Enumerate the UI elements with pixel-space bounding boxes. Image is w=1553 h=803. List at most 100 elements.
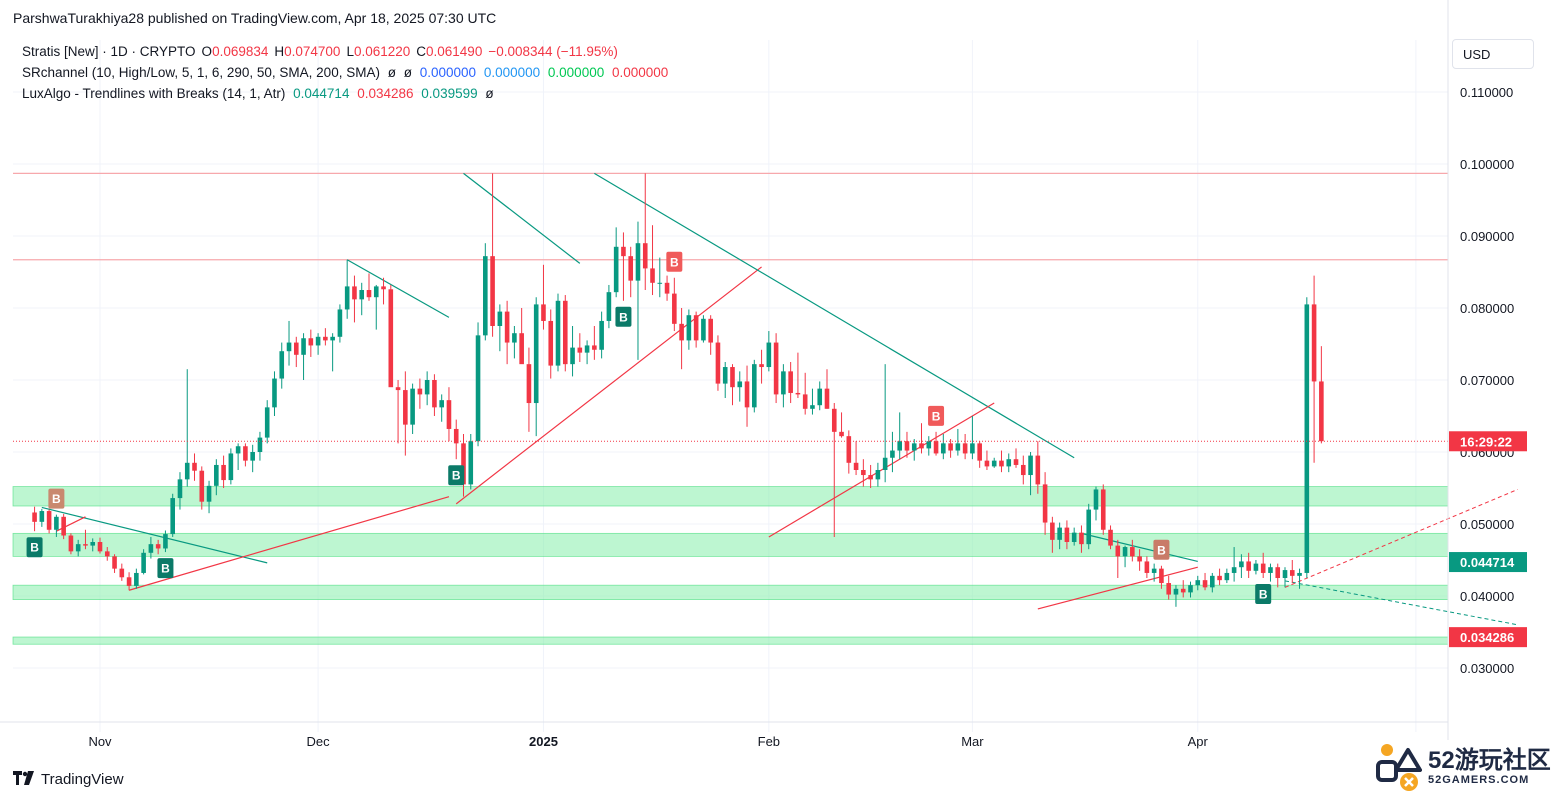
tradingview-logo[interactable]: TradingView	[13, 771, 124, 788]
price-tick-label: 0.030000	[1460, 661, 1514, 676]
candle	[490, 173, 495, 337]
candle-body	[1268, 567, 1273, 573]
candle-body	[1115, 545, 1121, 557]
candle	[155, 539, 161, 555]
break-marker: B	[928, 405, 945, 426]
candle-body	[773, 342, 779, 395]
candle-body	[897, 441, 902, 451]
candle	[1079, 525, 1084, 553]
candle-body	[744, 381, 750, 408]
break-marker: B	[48, 488, 65, 509]
srchannel-value-2: 0.000000	[483, 65, 541, 80]
candle	[853, 441, 859, 476]
symbol-title[interactable]: Stratis [New] · 1D · CRYPTO	[22, 44, 196, 59]
luxalgo-legend: LuxAlgo - Trendlines with Breaks (14, 1,…	[22, 86, 498, 101]
candle-body	[1319, 381, 1324, 442]
candle	[330, 333, 335, 372]
srchannel-name[interactable]: SRchannel (10, High/Low, 5, 1, 6, 290, 5…	[22, 65, 380, 80]
srchannel-hidden-icon[interactable]: ø	[387, 65, 396, 80]
candle	[802, 372, 808, 415]
last-price-tag: 16:29:22	[1449, 431, 1527, 452]
time-tick-label: Apr	[1188, 734, 1209, 749]
currency-button[interactable]: USD	[1452, 39, 1534, 69]
candle-body	[1050, 522, 1055, 540]
candle	[221, 455, 226, 488]
candle-body	[54, 516, 59, 530]
candle-body	[293, 342, 299, 355]
low-label: L	[346, 44, 354, 59]
candle	[1253, 560, 1259, 575]
candle	[991, 457, 997, 468]
luxalgo-name[interactable]: LuxAlgo - Trendlines with Breaks (14, 1,…	[22, 86, 286, 101]
candle	[730, 364, 735, 406]
candle	[468, 434, 474, 490]
candle	[243, 443, 248, 467]
candle-body	[97, 542, 103, 552]
candle	[686, 309, 692, 350]
candle	[75, 539, 81, 557]
candle-body	[810, 405, 815, 409]
time-axis[interactable]: Nov Dec 2025 Feb Mar Apr	[0, 721, 1448, 749]
candle-body	[642, 243, 648, 269]
candle-body	[635, 243, 641, 281]
candle-body	[570, 347, 575, 365]
candle-body	[504, 311, 510, 343]
candle	[83, 529, 88, 550]
candle-body	[155, 544, 161, 549]
candle-body	[708, 318, 713, 343]
candle-body	[1159, 568, 1164, 584]
candle-body	[802, 394, 808, 409]
price-tick-label: 0.070000	[1460, 373, 1514, 388]
candle-body	[1224, 572, 1230, 581]
candle	[781, 364, 786, 408]
candle-body	[839, 431, 844, 437]
candle	[606, 284, 612, 329]
candle	[286, 320, 292, 366]
candle	[1188, 581, 1193, 598]
tradingview-icon	[13, 771, 35, 788]
candle	[366, 273, 372, 301]
candle-body	[352, 286, 357, 300]
price-axis[interactable]: 0.110000 0.100000 0.090000 0.080000 0.070000…	[1447, 0, 1527, 740]
srchannel-legend: SRchannel (10, High/Low, 5, 1, 6, 290, 5…	[22, 65, 672, 80]
candle	[1319, 346, 1324, 444]
candle-body	[766, 342, 772, 368]
open-value: 0.069834	[212, 44, 269, 59]
candle	[861, 459, 866, 487]
candle	[679, 308, 684, 370]
candle	[795, 352, 801, 398]
candle	[773, 333, 779, 404]
candle	[1064, 520, 1070, 550]
break-marker-badge	[1255, 584, 1272, 604]
trendline	[346, 259, 450, 318]
price-tick-label: 0.040000	[1460, 589, 1514, 604]
trendline	[768, 402, 995, 538]
candle	[562, 295, 568, 372]
trendline-lower-tag-text: 0.034286	[1460, 630, 1514, 645]
luxalgo-hidden-icon[interactable]: ø	[485, 86, 494, 101]
candle	[1122, 545, 1128, 568]
candle	[293, 336, 299, 368]
candle-body	[206, 485, 212, 502]
candle	[235, 443, 241, 470]
candle	[948, 439, 953, 458]
candle-body	[1246, 561, 1251, 571]
time-tick-label: Nov	[88, 734, 112, 749]
candle-body	[948, 443, 953, 451]
candle-body	[533, 304, 539, 404]
candle-body	[446, 400, 452, 429]
candle	[432, 374, 437, 416]
candle	[759, 349, 764, 384]
candle-body	[599, 320, 604, 350]
srchannel-hidden-icon-2[interactable]: ø	[403, 65, 412, 80]
time-tick-label: 2025	[529, 734, 558, 749]
candle-body	[991, 460, 997, 467]
candle	[475, 322, 481, 447]
candle-body	[686, 315, 692, 341]
candle-body	[250, 452, 255, 461]
break-marker-badge	[448, 465, 465, 486]
time-tick-label: Dec	[307, 734, 331, 749]
candle	[32, 506, 37, 532]
srchannel-value-4: 0.000000	[611, 65, 669, 80]
